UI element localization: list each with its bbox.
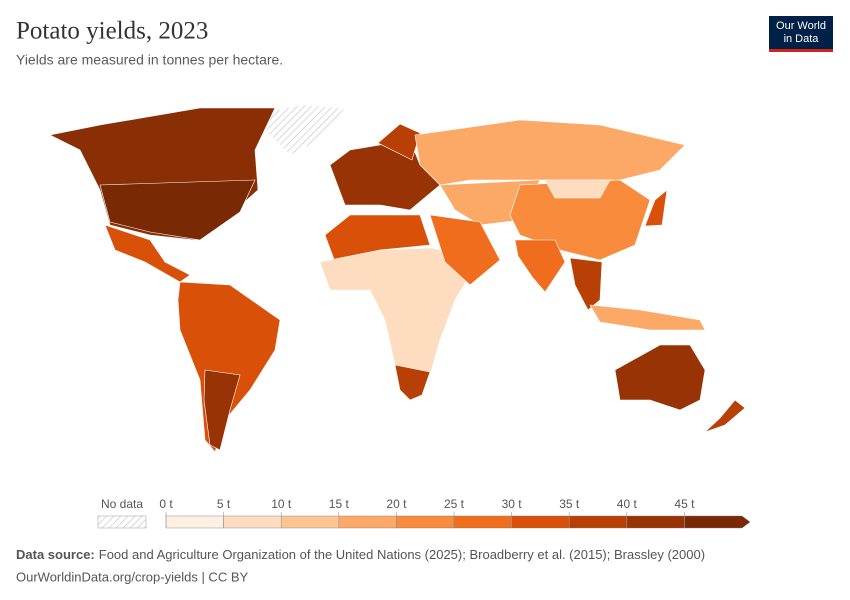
southeast-asia [569,257,603,311]
logo: Our World in Data [769,16,833,52]
legend-tick-label: 40 t [617,497,638,511]
legend-tick-label: 35 t [559,497,580,511]
legend-bin [396,515,455,529]
legend-bin [165,515,224,529]
legend-bin [569,515,628,529]
russia [414,119,686,186]
legend-bin [338,515,397,529]
legend-tick-label: 0 t [159,497,173,511]
legend-bin [511,515,570,529]
source: Data source: Food and Agriculture Organiz… [16,547,705,562]
legend-tick-label: 25 t [444,497,465,511]
title: Potato yields, 2023 [16,18,208,45]
greenland [254,104,346,156]
legend-bin [453,515,512,529]
south-america [177,281,281,453]
logo-stripe [769,49,833,52]
legend-tick-label: 5 t [217,497,231,511]
no-data-label: No data [101,497,143,511]
legend: No data 0 t 5 t 10 t 15 t 20 t 25 t 30 t 35 t 40… [97,497,751,529]
logo-text: Our World [776,20,826,32]
subtitle: Yields are measured in tonnes per hectar… [16,52,283,68]
source-label: Data source: [16,547,95,562]
legend-tick-label: 20 t [386,497,407,511]
japan [644,189,668,227]
map [49,104,746,453]
scandinavia [377,123,421,161]
india [514,239,566,293]
legend-bin [281,515,340,529]
legend-bin [626,515,685,529]
url: OurWorldinData.org/crop-yields | CC BY [16,569,248,584]
argentina [203,369,241,451]
new-zealand [704,399,746,433]
legend-bin [684,515,751,529]
australia [614,344,706,411]
legend-tick-label: 45 t [674,497,695,511]
logo-box [769,16,833,52]
legend-tick-label: 30 t [502,497,523,511]
legend-bin [223,515,282,529]
indonesia [589,304,706,331]
middle-east [429,214,501,286]
mongolia [544,179,611,199]
no-data-swatch [97,515,147,529]
source-text: Food and Agriculture Organization of the… [99,547,705,562]
south-africa [394,364,431,401]
logo-text: in Data [784,33,820,45]
africa [319,247,471,376]
usa [99,179,256,241]
legend-tick-label: 15 t [329,497,350,511]
legend-tick-label: 10 t [271,497,292,511]
mexico [104,224,191,283]
